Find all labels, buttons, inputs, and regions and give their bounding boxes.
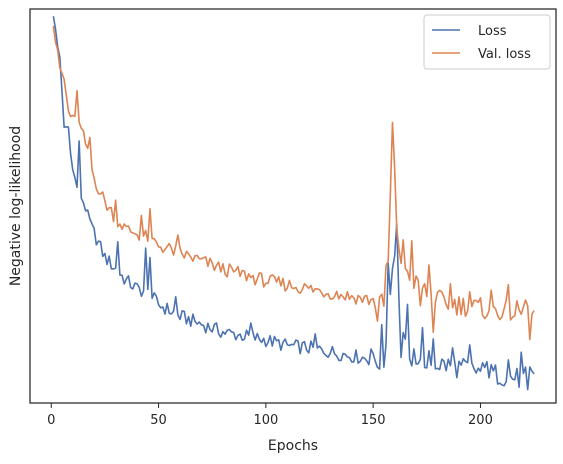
series-lines	[52, 16, 535, 391]
x-tick-label: 150	[361, 413, 386, 428]
x-axis-label: Epochs	[268, 438, 318, 454]
y-axis-label: Negative log-likelihood	[8, 126, 24, 286]
legend-label-loss: Loss	[478, 24, 507, 39]
x-tick-label: 200	[468, 413, 493, 428]
legend-box	[423, 14, 551, 70]
series-line-loss	[52, 16, 535, 391]
plot-frame	[29, 8, 557, 404]
x-axis-ticks: 0 50 100 150 200	[47, 403, 493, 428]
legend: Loss Val. loss	[423, 14, 551, 70]
x-tick-label: 0	[47, 413, 55, 428]
series-line-val-loss	[52, 25, 535, 341]
x-tick-label: 50	[150, 413, 167, 428]
x-tick-label: 100	[253, 413, 278, 428]
legend-label-val-loss: Val. loss	[478, 47, 531, 62]
